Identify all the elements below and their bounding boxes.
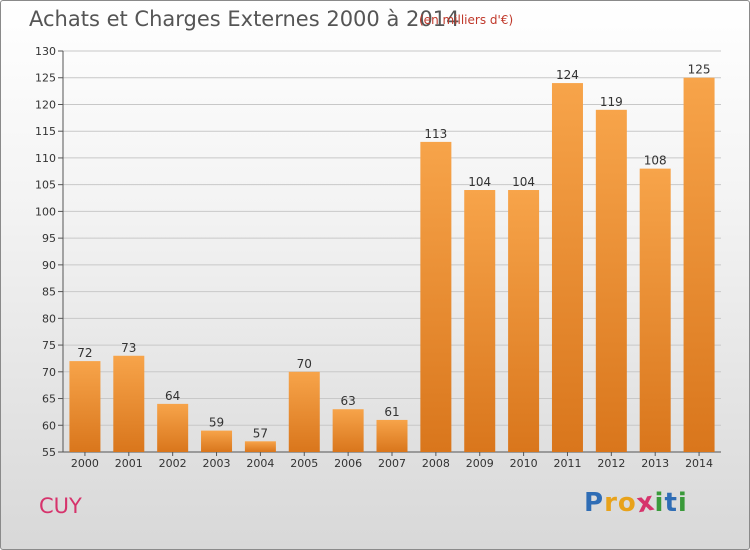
value-label: 57 [253, 426, 268, 440]
bar-2014 [683, 77, 715, 452]
value-label: 64 [165, 389, 180, 403]
logo-letter: P [584, 488, 605, 518]
value-label: 124 [556, 68, 579, 82]
bar-2012 [595, 109, 627, 453]
bar-2013 [639, 168, 671, 453]
y-tick-label: 100 [35, 205, 56, 218]
logo-letter: t [664, 488, 678, 518]
x-tick-label: 2001 [115, 457, 143, 470]
logo-letter: i [677, 488, 688, 518]
value-label: 59 [209, 416, 224, 430]
x-tick-label: 2002 [159, 457, 187, 470]
x-tick-label: 2003 [203, 457, 231, 470]
y-tick-label: 55 [42, 446, 56, 459]
y-tick-label: 75 [42, 339, 56, 352]
value-label: 72 [77, 346, 92, 360]
bar-2003 [201, 430, 233, 452]
x-tick-label: 2009 [466, 457, 494, 470]
y-tick-label: 95 [42, 232, 56, 245]
x-tick-label: 2008 [422, 457, 450, 470]
x-tick-label: 2006 [334, 457, 362, 470]
y-tick-label: 80 [42, 312, 56, 325]
logo-letter: i [654, 488, 665, 518]
x-tick-label: 2005 [290, 457, 318, 470]
bar-2008 [420, 141, 452, 453]
bar-2009 [464, 190, 496, 452]
value-label: 104 [468, 175, 491, 189]
bar-2006 [332, 409, 364, 452]
x-tick-label: 2013 [641, 457, 669, 470]
y-tick-label: 115 [35, 125, 56, 138]
y-tick-label: 85 [42, 286, 56, 299]
bar-2000 [69, 361, 101, 452]
y-tick-label: 130 [35, 45, 56, 58]
value-label: 63 [340, 394, 355, 408]
x-tick-label: 2007 [378, 457, 406, 470]
value-label: 70 [297, 357, 312, 371]
logo-letter: r [604, 488, 618, 518]
y-tick-label: 70 [42, 366, 56, 379]
value-label: 113 [424, 127, 447, 141]
y-tick-label: 125 [35, 72, 56, 85]
x-tick-label: 2012 [597, 457, 625, 470]
value-label: 61 [384, 405, 399, 419]
y-tick-label: 105 [35, 179, 56, 192]
value-label: 73 [121, 341, 136, 355]
bar-2001 [113, 355, 145, 452]
proxiti-logo: Proxiti [584, 487, 688, 520]
bar-2005 [288, 371, 320, 452]
bar-2007 [376, 419, 408, 452]
y-tick-label: 60 [42, 419, 56, 432]
y-tick-label: 90 [42, 259, 56, 272]
x-tick-label: 2000 [71, 457, 99, 470]
x-tick-label: 2004 [246, 457, 274, 470]
value-label: 125 [688, 63, 711, 77]
bar-2002 [157, 403, 189, 452]
y-tick-label: 110 [35, 152, 56, 165]
bar-2011 [551, 83, 583, 452]
bar-2010 [508, 190, 540, 452]
commune-name: CUY [39, 494, 82, 518]
value-label: 108 [644, 154, 667, 168]
value-label: 119 [600, 95, 623, 109]
bar-2004 [244, 441, 276, 452]
y-tick-label: 120 [35, 98, 56, 111]
value-label: 104 [512, 175, 535, 189]
bars [69, 77, 715, 453]
x-tick-label: 2010 [510, 457, 538, 470]
chart-title: Achats et Charges Externes 2000 à 2014 [29, 7, 460, 31]
x-tick-label: 2011 [553, 457, 581, 470]
x-tick-label: 2014 [685, 457, 713, 470]
chart-subtitle: (en milliers d'€) [419, 13, 514, 27]
logo-letter: o [617, 488, 637, 518]
y-tick-label: 65 [42, 393, 56, 406]
labels: 55 60 65 70 75 80 85 90 95 100 105 110 115 120 125 130 7… [35, 45, 713, 470]
